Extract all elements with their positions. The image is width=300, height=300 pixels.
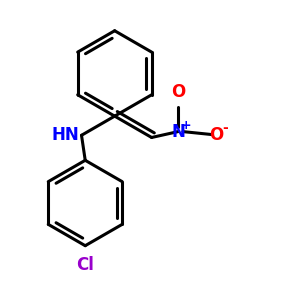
Text: N: N (171, 123, 185, 141)
Text: Cl: Cl (76, 256, 94, 274)
Text: -: - (222, 121, 228, 135)
Text: HN: HN (51, 126, 79, 144)
Text: O: O (171, 83, 185, 101)
Text: O: O (209, 125, 224, 143)
Text: +: + (180, 118, 191, 132)
